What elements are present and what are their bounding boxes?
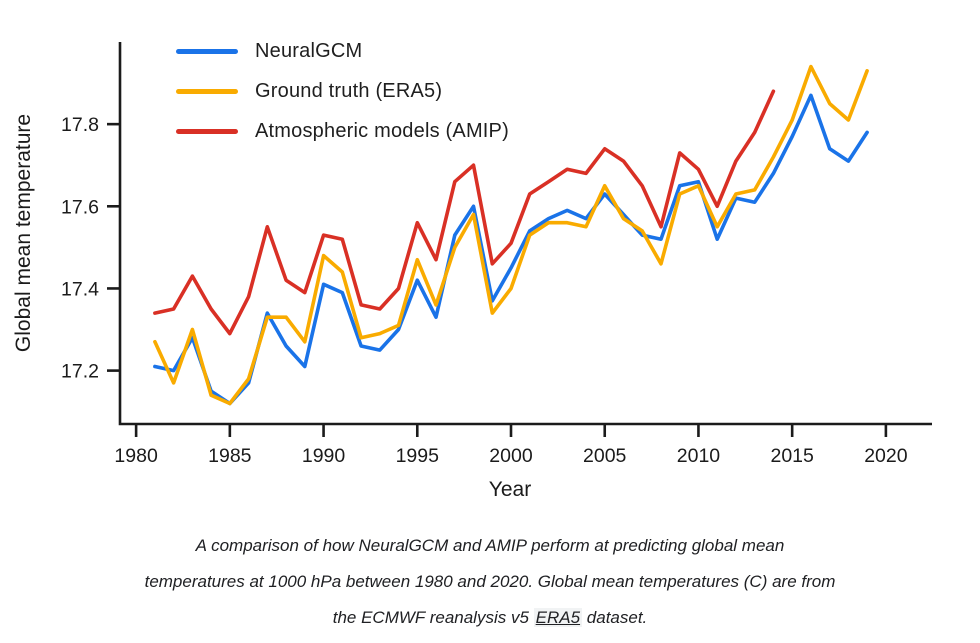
series-line-neuralgcm — [153, 93, 869, 406]
x-tick-label: 1985 — [208, 445, 252, 467]
caption-line-2: temperatures at 1000 hPa between 1980 an… — [144, 572, 836, 591]
y-tick-label: 17.2 — [61, 361, 99, 383]
x-tick-label: 2005 — [583, 445, 627, 467]
legend-swatch-amip — [176, 128, 238, 134]
series-line-ground-truth-era5 — [153, 64, 869, 406]
x-axis-label: Year — [489, 478, 531, 501]
x-tick-label: 2010 — [677, 445, 721, 467]
legend-item-neuralgcm: NeuralGCM — [176, 31, 509, 71]
x-tick-label: 1980 — [114, 445, 158, 467]
x-tick-label: 2015 — [770, 445, 814, 467]
caption-line-3: the ECMWF reanalysis v5 ERA5 dataset. — [0, 600, 980, 636]
chart-area: 17.8 17.6 17.4 17.2 2020 2015 2010 2005 2000 1995… — [12, 31, 932, 501]
legend-label-era5: Ground truth (ERA5) — [255, 79, 443, 102]
caption-line-3-pre: the ECMWF reanalysis v5 — [332, 608, 534, 627]
legend-swatch-neuralgcm — [176, 48, 238, 54]
x-tick-label: 1990 — [302, 445, 346, 467]
legend-label-neuralgcm: NeuralGCM — [255, 39, 363, 62]
legend-item-era5: Ground truth (ERA5) — [176, 71, 509, 111]
legend-swatch-era5 — [176, 88, 238, 94]
legend-label-amip: Atmospheric models (AMIP) — [255, 119, 509, 142]
legend-item-amip: Atmospheric models (AMIP) — [176, 111, 509, 151]
caption-line-3-post: dataset. — [582, 608, 648, 627]
era5-dataset-link[interactable]: ERA5 — [533, 608, 583, 627]
chart-legend: NeuralGCM Ground truth (ERA5) Atmospheri… — [176, 31, 509, 151]
axes-spines — [118, 42, 932, 426]
y-axis-label: Global mean temperature — [12, 114, 35, 352]
temperature-line-chart: 17.8 17.6 17.4 17.2 2020 2015 2010 2005 2000 1995… — [12, 42, 932, 501]
figure-caption: A comparison of how NeuralGCM and AMIP p… — [0, 528, 980, 636]
y-tick-label: 17.6 — [61, 196, 99, 218]
y-tick-label: 17.4 — [61, 278, 99, 300]
x-tick-label: 2000 — [489, 445, 533, 467]
y-tick-label: 17.8 — [61, 114, 99, 136]
x-tick-label: 1995 — [396, 445, 440, 467]
series-line-atmospheric-models-amip — [153, 89, 776, 336]
x-tick-label: 2020 — [864, 445, 908, 467]
caption-line-1: A comparison of how NeuralGCM and AMIP p… — [195, 536, 785, 555]
